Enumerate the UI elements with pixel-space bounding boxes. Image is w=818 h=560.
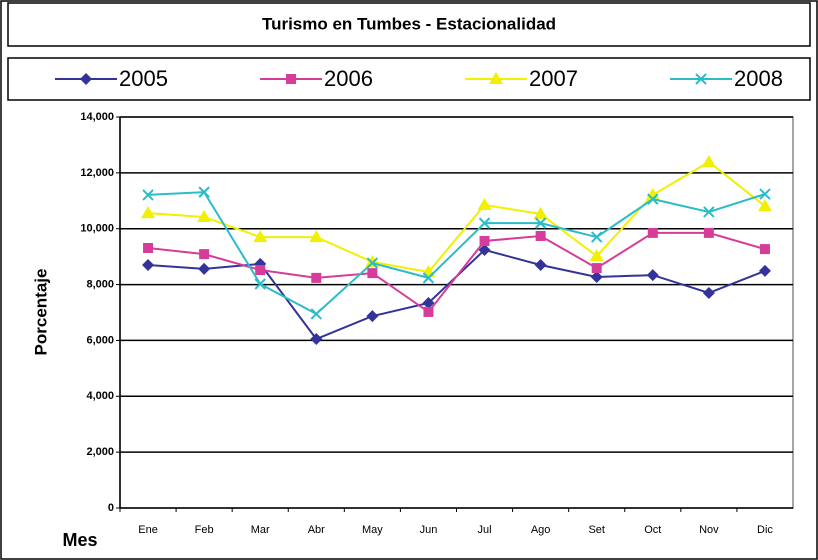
x-axis-label: Mes [62,530,97,550]
chart-title: Turismo en Tumbes - Estacionalidad [262,14,556,33]
legend-marker [286,74,296,84]
point [198,186,210,198]
point [533,206,548,219]
x-tick-label: Set [588,524,605,536]
point [311,272,322,283]
y-tick-label: 4,000 [86,390,114,402]
x-tick-label: Jul [478,524,492,536]
point [366,257,379,269]
point [589,249,604,262]
x-tick-label: Feb [195,524,214,536]
legend-label: 2008 [734,66,783,91]
point [310,333,323,346]
point [759,188,771,200]
point [701,154,716,167]
point [757,199,772,212]
x-tick-label: Oct [644,524,661,536]
point [310,308,322,320]
point [478,217,491,229]
point [477,197,492,210]
point [759,244,770,255]
point [254,278,266,290]
x-tick-label: Ago [531,524,551,536]
point [253,230,268,243]
point [366,310,379,323]
y-tick-label: 6,000 [86,334,114,346]
legend-label: 2007 [529,66,578,91]
point [197,209,212,222]
point [702,286,715,299]
y-tick-label: 0 [108,502,114,514]
point [646,269,659,282]
point [591,263,602,274]
legend-marker [489,72,503,84]
legend-marker [695,73,707,85]
series-line [147,160,766,274]
x-tick-label: Mar [251,524,270,536]
y-tick-label: 10,000 [80,223,114,235]
point [141,206,156,219]
point [535,230,546,241]
point [703,227,714,238]
point [142,259,155,272]
legend-label: 2006 [324,66,373,91]
series-line [147,191,766,316]
legend-label: 2005 [119,66,168,91]
y-tick-label: 8,000 [86,278,114,290]
x-tick-label: Abr [308,524,325,536]
point [590,271,603,284]
point [199,249,210,260]
y-tick-label: 2,000 [86,446,114,458]
x-tick-label: May [362,524,383,536]
x-tick-label: Jun [420,524,438,536]
point [479,236,490,247]
point [198,262,211,275]
legend-marker [80,73,92,85]
x-tick-label: Ene [138,524,158,536]
point [309,230,324,243]
point [647,227,658,238]
point [143,242,154,253]
title-box [7,2,811,47]
point [255,265,266,276]
y-tick-label: 12,000 [80,167,114,179]
point [534,217,547,229]
y-tick-label: 14,000 [80,111,114,123]
point [647,193,659,205]
point [422,272,435,284]
point [591,231,603,243]
y-axis-label: Porcentaje [31,269,50,356]
x-tick-label: Nov [699,524,719,536]
point [534,259,547,272]
point [478,243,491,256]
point [758,264,771,277]
point [142,189,154,201]
point [703,206,715,218]
x-tick-label: Dic [757,524,773,536]
point [422,297,435,310]
point [367,268,378,279]
point [423,306,434,317]
